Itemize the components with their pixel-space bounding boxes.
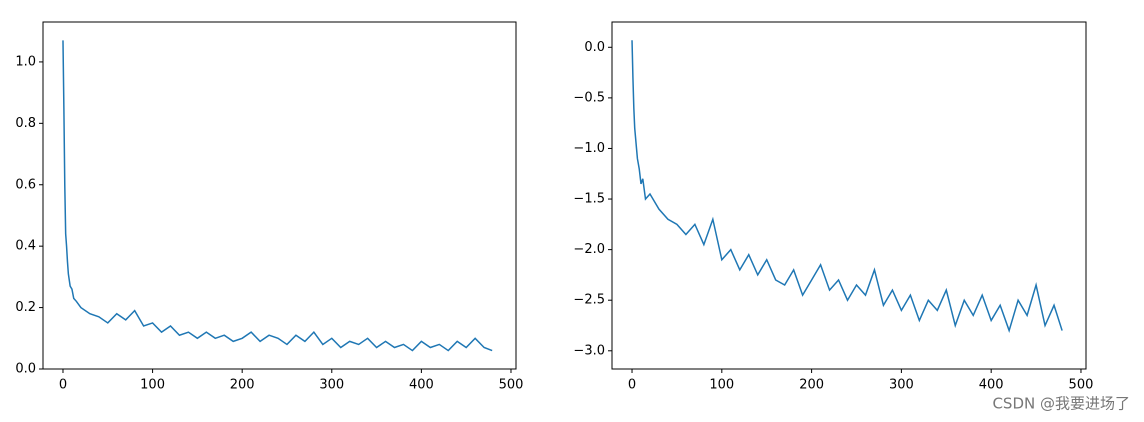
y-tick-label: 0.0: [584, 40, 605, 55]
y-tick-label: −2.5: [573, 293, 605, 308]
y-tick-label: 0.0: [15, 362, 36, 377]
x-tick-label: 0: [628, 378, 636, 393]
axes-frame: [611, 21, 1087, 370]
y-tick-label: −0.5: [573, 90, 605, 105]
watermark: CSDN @我要进场了: [992, 395, 1130, 413]
y-tick-label: −1.0: [573, 141, 605, 156]
y-tick-label: 0.6: [15, 177, 36, 192]
x-tick-label: 0: [59, 378, 67, 393]
y-tick-label: −3.0: [573, 343, 605, 358]
x-tick-label: 100: [140, 378, 165, 393]
x-tick-label: 400: [979, 378, 1004, 393]
x-tick-label: 100: [709, 378, 734, 393]
x-tick-label: 500: [1069, 378, 1094, 393]
y-tick-label: 0.8: [15, 116, 36, 131]
x-tick-label: 200: [230, 378, 255, 393]
data-line: [62, 40, 493, 352]
y-tick-label: 0.4: [15, 239, 36, 254]
y-tick-label: 1.0: [15, 54, 36, 69]
x-tick-label: 400: [409, 378, 434, 393]
y-tick-label: 0.2: [15, 300, 36, 315]
x-tick-label: 300: [889, 378, 914, 393]
axes-frame: [42, 21, 517, 370]
data-line: [631, 40, 1063, 333]
x-tick-label: 200: [799, 378, 824, 393]
y-tick-label: −1.5: [573, 192, 605, 207]
x-tick-label: 300: [319, 378, 344, 393]
x-tick-label: 500: [499, 378, 524, 393]
y-tick-label: −2.0: [573, 242, 605, 257]
